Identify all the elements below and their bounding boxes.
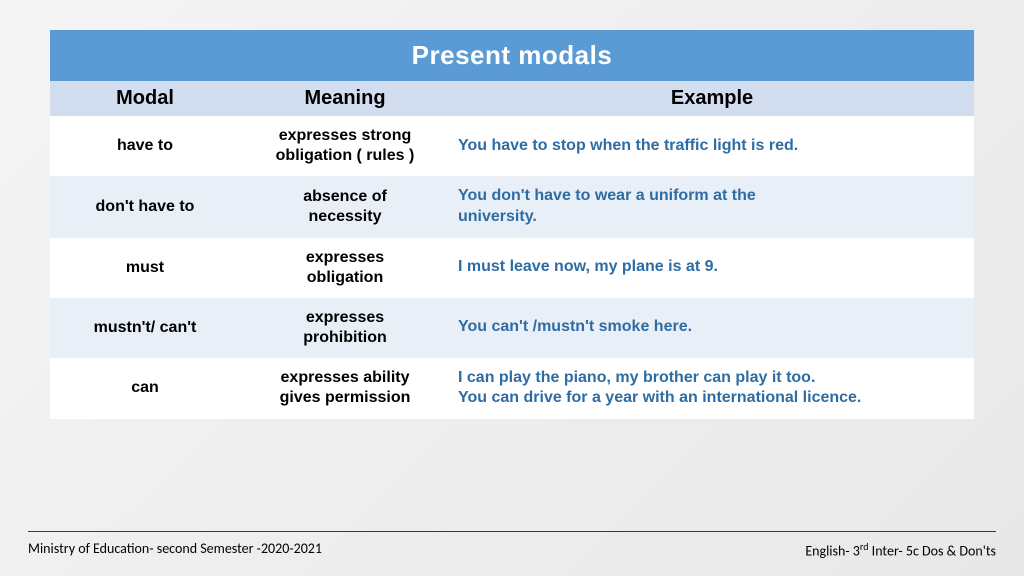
table-row: can expresses ability gives permission I… [50,358,974,420]
table-row: must expresses obligation I must leave n… [50,238,974,298]
cell-meaning: expresses strong obligation ( rules ) [240,116,450,176]
col-header-example: Example [450,81,974,116]
col-header-meaning: Meaning [240,81,450,116]
footer-left: Ministry of Education- second Semester -… [28,540,322,560]
cell-example: I must leave now, my plane is at 9. [450,238,974,298]
footer-text: Ministry of Education- second Semester -… [28,540,996,560]
cell-meaning: absence of necessity [240,176,450,238]
cell-modal: must [50,238,240,298]
cell-example: You have to stop when the traffic light … [450,116,974,176]
footer-right-ordinal: rd [860,540,869,553]
cell-modal: can [50,358,240,420]
cell-example: You can't /mustn't smoke here. [450,298,974,358]
cell-meaning: expresses ability gives permission [240,358,450,420]
footer: Ministry of Education- second Semester -… [0,531,1024,560]
table-title: Present modals [50,30,974,81]
footer-right-prefix: English- 3 [805,543,860,560]
cell-example: I can play the piano, my brother can pla… [450,358,974,420]
cell-meaning: expresses prohibition [240,298,450,358]
cell-modal: have to [50,116,240,176]
table-header-row: Modal Meaning Example [50,81,974,116]
cell-meaning: expresses obligation [240,238,450,298]
table-row: don't have to absence of necessity You d… [50,176,974,238]
cell-modal: mustn't/ can't [50,298,240,358]
footer-divider [28,531,996,532]
slide: Present modals Modal Meaning Example hav… [0,0,1024,576]
col-header-modal: Modal [50,81,240,116]
footer-right: English- 3rd Inter- 5c Dos & Don'ts [805,540,996,560]
table-title-row: Present modals [50,30,974,81]
cell-modal: don't have to [50,176,240,238]
footer-right-suffix: Inter- 5c Dos & Don'ts [869,543,996,560]
table-row: have to expresses strong obligation ( ru… [50,116,974,176]
table-row: mustn't/ can't expresses prohibition You… [50,298,974,358]
cell-example: You don't have to wear a uniform at the … [450,176,974,238]
modals-table: Present modals Modal Meaning Example hav… [50,30,974,419]
